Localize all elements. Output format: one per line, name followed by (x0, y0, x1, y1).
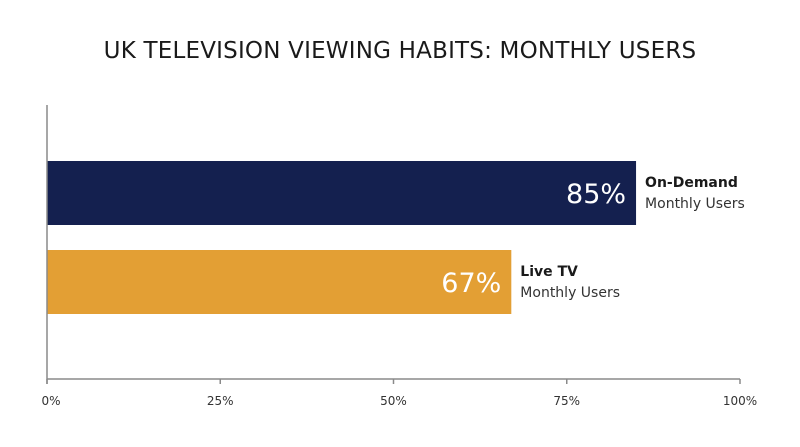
category-label-on-demand: On-Demand (645, 175, 738, 191)
x-tick-label-50: 50% (380, 394, 407, 408)
x-tick-label-75: 75% (553, 394, 580, 408)
category-subtitle-on-demand: Monthly Users (645, 196, 745, 212)
category-subtitle-live-tv: Monthly Users (520, 285, 620, 301)
x-tick-label-100: 100% (723, 394, 757, 408)
x-tick-label-0: 0% (41, 394, 60, 408)
bar-on-demand (47, 161, 637, 225)
category-label-live-tv: Live TV (520, 264, 578, 280)
x-tick-label-25: 25% (207, 394, 234, 408)
chart-title: UK TELEVISION VIEWING HABITS: MONTHLY US… (103, 38, 697, 64)
bar-value-label-on-demand: 85% (566, 179, 626, 210)
bar-value-label-live-tv: 67% (441, 268, 501, 299)
bar-live-tv (47, 250, 512, 314)
